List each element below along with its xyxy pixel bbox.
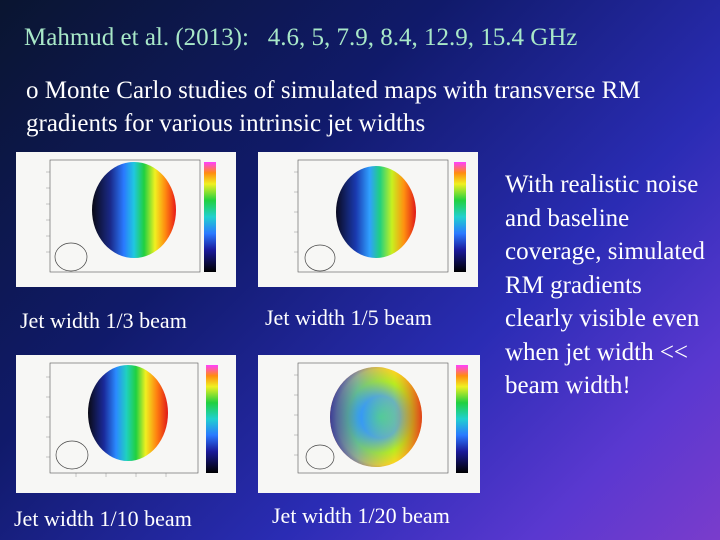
slide-title: Mahmud et al. (2013): 4.6, 5, 7.9, 8.4, … [24,24,578,51]
caption-panel-2: Jet width 1/5 beam [265,305,432,330]
rm-map-2 [294,159,466,273]
rm-map-panel-2 [258,152,478,287]
rm-map-panel-1 [16,152,236,287]
caption-panel-4: Jet width 1/20 beam [272,503,450,528]
caption-panel-1: Jet width 1/3 beam [20,308,187,333]
side-note: With realistic noise and baseline covera… [505,171,705,399]
bullet-text: o Monte Carlo studies of simulated maps … [26,77,641,137]
rm-map-panel-4 [258,355,480,493]
rm-map-panel-3 [16,355,236,493]
rm-map-3 [46,362,218,477]
rm-map-4 [294,362,468,474]
rm-map-1 [46,159,216,273]
caption-panel-3: Jet width 1/10 beam [14,506,192,531]
